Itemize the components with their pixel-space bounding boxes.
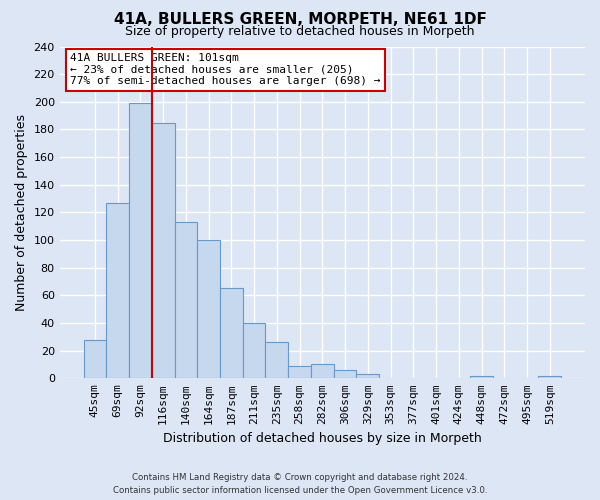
Bar bbox=[538, 376, 561, 378]
Bar bbox=[470, 376, 493, 378]
Bar bbox=[356, 374, 379, 378]
Bar bbox=[243, 323, 265, 378]
Bar bbox=[83, 340, 106, 378]
Bar bbox=[197, 240, 220, 378]
Bar bbox=[334, 370, 356, 378]
Text: 41A, BULLERS GREEN, MORPETH, NE61 1DF: 41A, BULLERS GREEN, MORPETH, NE61 1DF bbox=[113, 12, 487, 28]
Bar bbox=[106, 202, 129, 378]
Y-axis label: Number of detached properties: Number of detached properties bbox=[15, 114, 28, 311]
Bar bbox=[311, 364, 334, 378]
Bar bbox=[129, 103, 152, 378]
X-axis label: Distribution of detached houses by size in Morpeth: Distribution of detached houses by size … bbox=[163, 432, 482, 445]
Bar bbox=[220, 288, 243, 378]
Bar bbox=[265, 342, 288, 378]
Bar bbox=[152, 122, 175, 378]
Bar bbox=[175, 222, 197, 378]
Text: 41A BULLERS GREEN: 101sqm
← 23% of detached houses are smaller (205)
77% of semi: 41A BULLERS GREEN: 101sqm ← 23% of detac… bbox=[70, 53, 380, 86]
Text: Contains HM Land Registry data © Crown copyright and database right 2024.
Contai: Contains HM Land Registry data © Crown c… bbox=[113, 473, 487, 495]
Text: Size of property relative to detached houses in Morpeth: Size of property relative to detached ho… bbox=[125, 25, 475, 38]
Bar bbox=[288, 366, 311, 378]
